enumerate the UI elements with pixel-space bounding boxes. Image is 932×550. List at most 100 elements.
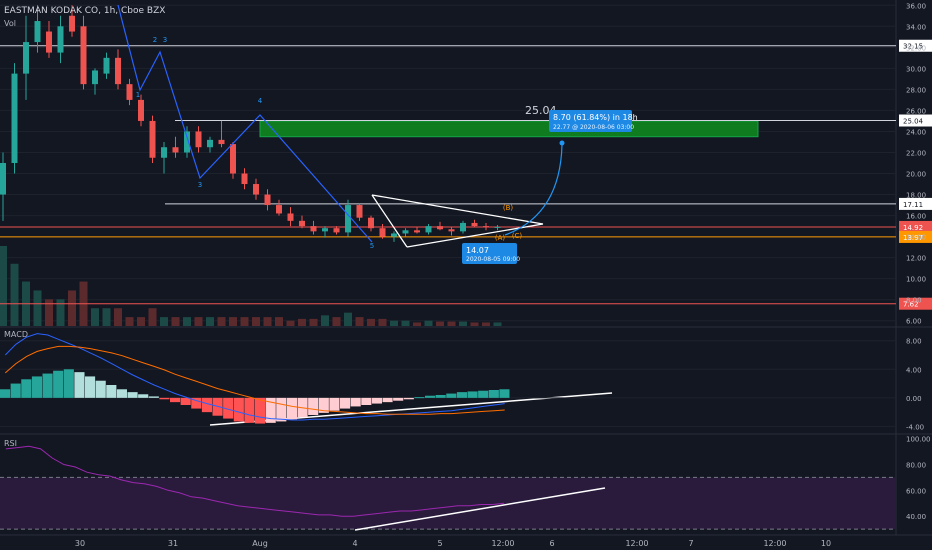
price-tick-label: 10.00 xyxy=(906,276,926,284)
volume-bar xyxy=(33,290,42,326)
macd-label[interactable]: MACD xyxy=(4,330,28,339)
macd-histogram-bar xyxy=(159,397,170,400)
volume-label[interactable]: Vol xyxy=(4,19,16,28)
volume-bar xyxy=(344,312,352,326)
time-tick-label: 6 xyxy=(549,539,554,548)
macd-panel xyxy=(0,333,896,427)
macd-histogram-bar xyxy=(116,389,127,398)
volume-bar xyxy=(482,322,490,326)
horizontal-levels[interactable]: 32.15 25.04 17.11 14.92 13.97 7.62 xyxy=(0,39,932,310)
volume-bar xyxy=(194,317,203,326)
macd-tick-label: 4.00 xyxy=(906,366,922,374)
macd-histogram-bar xyxy=(403,397,414,400)
wave-label: 3 xyxy=(198,181,202,189)
price-tick-label: 22.00 xyxy=(906,149,926,157)
target-zone[interactable] xyxy=(259,120,759,138)
macd-histogram-bar xyxy=(127,392,138,398)
volume-bar xyxy=(447,321,456,326)
wave-label: 3 xyxy=(163,36,167,44)
volume-bar xyxy=(137,317,145,326)
candle-body xyxy=(310,226,317,232)
macd-histogram-bar xyxy=(223,397,234,419)
macd-histogram-bar xyxy=(148,396,159,398)
price-level-tag-label: 32.15 xyxy=(903,43,923,51)
macd-line xyxy=(4,333,505,421)
candle-body xyxy=(195,131,202,148)
symbol-title[interactable]: EASTMAN KODAK CO, 1h, Cboe BZX xyxy=(4,6,165,16)
volume-bar xyxy=(102,308,111,326)
candle-body xyxy=(57,26,64,53)
projection-arc xyxy=(504,144,563,236)
rsi-tick-label: 80.00 xyxy=(906,461,926,469)
volume-bar xyxy=(68,290,76,326)
macd-histogram-bar xyxy=(21,379,32,398)
projection-callout-line2: 22.77 @ 2020-08-06 03:00 xyxy=(553,124,634,131)
macd-histogram-bar xyxy=(255,397,266,424)
macd-histogram-bar xyxy=(106,385,117,398)
candle-body xyxy=(11,73,18,163)
volume-bar xyxy=(321,315,329,326)
macd-histogram-bar xyxy=(191,397,202,409)
rsi-label[interactable]: RSI xyxy=(4,439,17,448)
macd-histogram-bar xyxy=(393,397,404,401)
candle-body xyxy=(172,147,179,153)
price-tick-label: 28.00 xyxy=(906,86,926,94)
time-tick-label: 12:00 xyxy=(763,539,786,548)
volume-bar xyxy=(367,318,375,326)
macd-histogram-bar xyxy=(361,397,372,405)
volume-bar xyxy=(309,318,318,326)
macd-histogram-bar xyxy=(180,397,191,405)
candle-body xyxy=(23,42,29,74)
macd-histogram-bar xyxy=(414,397,425,399)
price-level-tag-label: 13.97 xyxy=(903,234,923,242)
time-tick-label: 31 xyxy=(168,539,178,548)
macd-histogram-bar xyxy=(499,389,510,398)
price-tick-label: 26.00 xyxy=(906,107,926,115)
volume-bar xyxy=(240,317,249,326)
macd-histogram-bar xyxy=(170,397,181,403)
price-tick-label: 18.00 xyxy=(906,192,926,200)
volume-bar xyxy=(252,317,260,326)
elliott-wave-zigzag xyxy=(117,4,373,243)
triangle-left-edge xyxy=(371,194,408,248)
rsi-panel xyxy=(5,445,505,517)
volume-bar xyxy=(413,322,421,326)
macd-histogram-bar xyxy=(435,395,446,398)
macd-histogram-bar xyxy=(286,397,297,420)
candle-body xyxy=(34,21,41,43)
candle-body xyxy=(149,120,156,158)
candle-body xyxy=(161,147,167,158)
volume-bar xyxy=(286,320,295,326)
candle-body xyxy=(299,220,305,227)
time-tick-label: 7 xyxy=(688,539,693,548)
price-tick-label: 6.00 xyxy=(906,318,922,326)
candle-body xyxy=(483,226,489,228)
candle-body xyxy=(103,57,110,74)
macd-histogram-bar xyxy=(382,397,393,403)
macd-histogram-bar xyxy=(85,376,96,398)
macd-histogram-bar xyxy=(276,397,287,422)
low-callout[interactable]: 14.07 2020-08-05 09:00 xyxy=(462,243,520,264)
candle-body xyxy=(379,228,386,237)
time-tick-label: 12:00 xyxy=(625,539,648,548)
time-tick-label: 10 xyxy=(821,539,831,548)
candle-body xyxy=(69,15,75,32)
volume-bar xyxy=(332,317,341,326)
macd-tick-label: -4.00 xyxy=(906,423,924,431)
candle-body xyxy=(287,213,294,221)
candle-body xyxy=(460,222,466,232)
wave-label: (A) xyxy=(495,234,506,242)
candle-body xyxy=(207,139,213,148)
price-level-tag xyxy=(899,297,932,310)
projection-callout[interactable]: 8.70 (61.84%) in 18h 22.77 @ 2020-08-06 … xyxy=(549,110,638,132)
volume-bar xyxy=(217,317,226,326)
macd-histogram-bar xyxy=(0,389,11,398)
price-tick-label: 20.00 xyxy=(906,171,926,179)
price-tick-label: 30.00 xyxy=(906,65,926,73)
price-tick-label: 12.00 xyxy=(906,255,926,263)
wave-label: (B) xyxy=(503,204,514,212)
candle-body xyxy=(253,184,259,195)
macd-histogram-bar xyxy=(446,393,457,398)
